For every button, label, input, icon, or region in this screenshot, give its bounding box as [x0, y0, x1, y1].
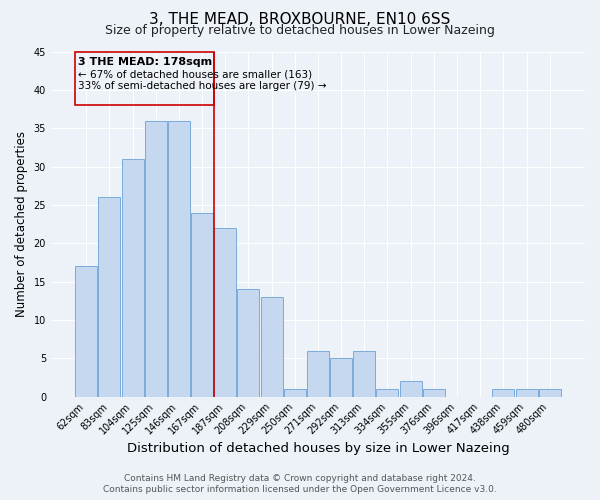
- Bar: [330, 358, 352, 397]
- Bar: [191, 212, 213, 396]
- Bar: [238, 290, 259, 397]
- X-axis label: Distribution of detached houses by size in Lower Nazeing: Distribution of detached houses by size …: [127, 442, 509, 455]
- Bar: [376, 389, 398, 396]
- Bar: [122, 159, 143, 396]
- Bar: [353, 350, 376, 397]
- Bar: [260, 297, 283, 396]
- Bar: [400, 382, 422, 396]
- Bar: [145, 120, 167, 396]
- Bar: [75, 266, 97, 396]
- Bar: [98, 197, 121, 396]
- Bar: [284, 389, 306, 396]
- Text: 3, THE MEAD, BROXBOURNE, EN10 6SS: 3, THE MEAD, BROXBOURNE, EN10 6SS: [149, 12, 451, 28]
- Bar: [539, 389, 561, 396]
- Bar: [307, 350, 329, 397]
- Text: Contains HM Land Registry data © Crown copyright and database right 2024.
Contai: Contains HM Land Registry data © Crown c…: [103, 474, 497, 494]
- Bar: [168, 120, 190, 396]
- Bar: [493, 389, 514, 396]
- Text: 33% of semi-detached houses are larger (79) →: 33% of semi-detached houses are larger (…: [78, 82, 326, 92]
- Text: 3 THE MEAD: 178sqm: 3 THE MEAD: 178sqm: [78, 57, 212, 67]
- Bar: [515, 389, 538, 396]
- Text: Size of property relative to detached houses in Lower Nazeing: Size of property relative to detached ho…: [105, 24, 495, 37]
- Y-axis label: Number of detached properties: Number of detached properties: [15, 131, 28, 317]
- Text: ← 67% of detached houses are smaller (163): ← 67% of detached houses are smaller (16…: [78, 69, 312, 79]
- Bar: [214, 228, 236, 396]
- Bar: [423, 389, 445, 396]
